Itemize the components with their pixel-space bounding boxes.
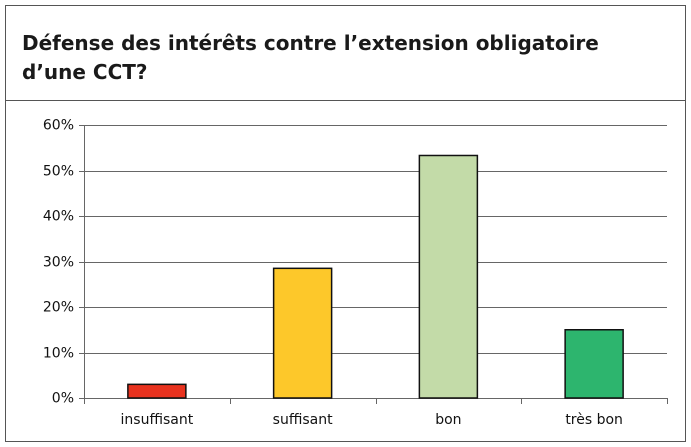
x-tick-label: bon bbox=[435, 412, 461, 428]
y-tick-label: 60% bbox=[43, 118, 74, 134]
y-tick-label: 30% bbox=[43, 255, 74, 271]
x-tick-label: suffisant bbox=[273, 412, 333, 428]
y-tick-label: 20% bbox=[43, 300, 74, 316]
bar bbox=[127, 383, 187, 399]
y-tick-label: 40% bbox=[43, 209, 74, 225]
bar bbox=[272, 267, 333, 399]
y-tick-label: 10% bbox=[43, 346, 74, 362]
y-tick-label: 0% bbox=[52, 391, 74, 407]
chart-title: d’une CCT? bbox=[22, 60, 148, 84]
x-tick-label: insuffisant bbox=[121, 412, 194, 428]
y-tick-label: 50% bbox=[43, 164, 74, 180]
bar bbox=[564, 329, 624, 399]
bar bbox=[418, 154, 479, 399]
x-tick-label: très bon bbox=[565, 412, 623, 428]
chart-title: Défense des intérêts contre l’extension … bbox=[22, 31, 599, 55]
